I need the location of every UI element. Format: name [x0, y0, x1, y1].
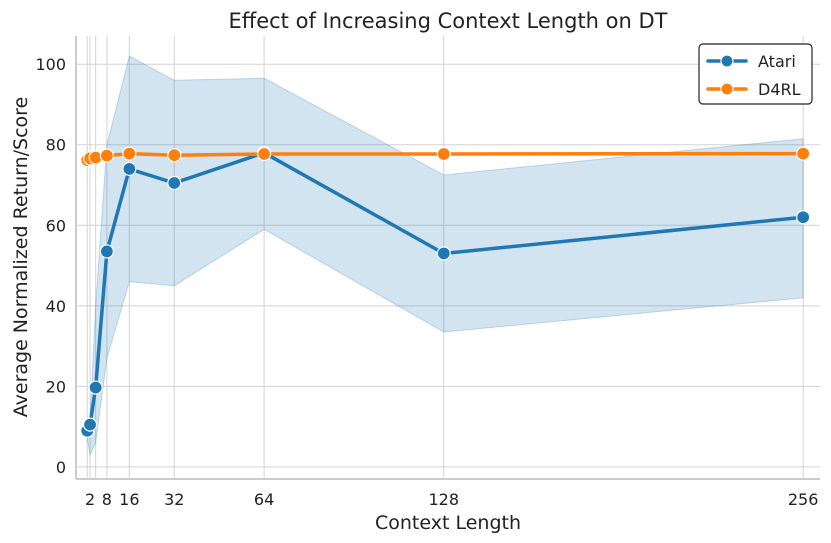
- data-point-atari: [436, 246, 451, 261]
- x-tick-label: 2: [85, 490, 95, 509]
- series-lines: [80, 145, 811, 438]
- data-point-d4rl: [167, 148, 182, 163]
- data-point-atari: [122, 161, 137, 176]
- legend-label-atari: Atari: [758, 52, 796, 71]
- data-point-d4rl: [122, 146, 137, 161]
- x-axis-label: Context Length: [375, 512, 521, 534]
- legend: Atari D4RL: [698, 43, 813, 105]
- legend-label-d4rl: D4RL: [758, 80, 801, 99]
- y-tick-label: 80: [46, 136, 66, 155]
- y-tick-label: 100: [35, 55, 66, 74]
- y-axis-label: Average Normalized Return/Score: [10, 97, 32, 418]
- axes: [75, 36, 820, 480]
- x-tick-label: 32: [164, 490, 184, 509]
- x-tick-label: 8: [102, 490, 112, 509]
- x-tick-label: 256: [788, 490, 819, 509]
- y-tick-label: 20: [46, 377, 66, 396]
- data-point-d4rl: [436, 146, 451, 162]
- data-point-atari: [99, 244, 114, 259]
- data-point-atari: [82, 417, 98, 432]
- y-tick-label: 40: [46, 297, 66, 316]
- data-point-d4rl: [796, 146, 811, 161]
- data-point-atari: [88, 380, 103, 395]
- y-tick-label: 60: [46, 216, 66, 235]
- chart-title: Effect of Increasing Context Length on D…: [228, 9, 667, 33]
- legend-marker-atari: [720, 54, 734, 68]
- data-point-d4rl: [99, 148, 114, 163]
- data-point-atari: [167, 175, 182, 191]
- data-point-d4rl: [257, 146, 272, 162]
- grid-lines: [76, 36, 820, 479]
- x-tick-label: 128: [429, 490, 460, 509]
- data-point-atari: [796, 210, 811, 225]
- legend-marker-d4rl: [720, 82, 734, 96]
- y-tick-label: 0: [56, 458, 66, 477]
- x-tick-label: 16: [119, 490, 139, 509]
- tick-labels: 0 20 40 60 80 100 2 8 16 32 64 128 256: [35, 55, 818, 509]
- x-tick-label: 64: [254, 490, 274, 509]
